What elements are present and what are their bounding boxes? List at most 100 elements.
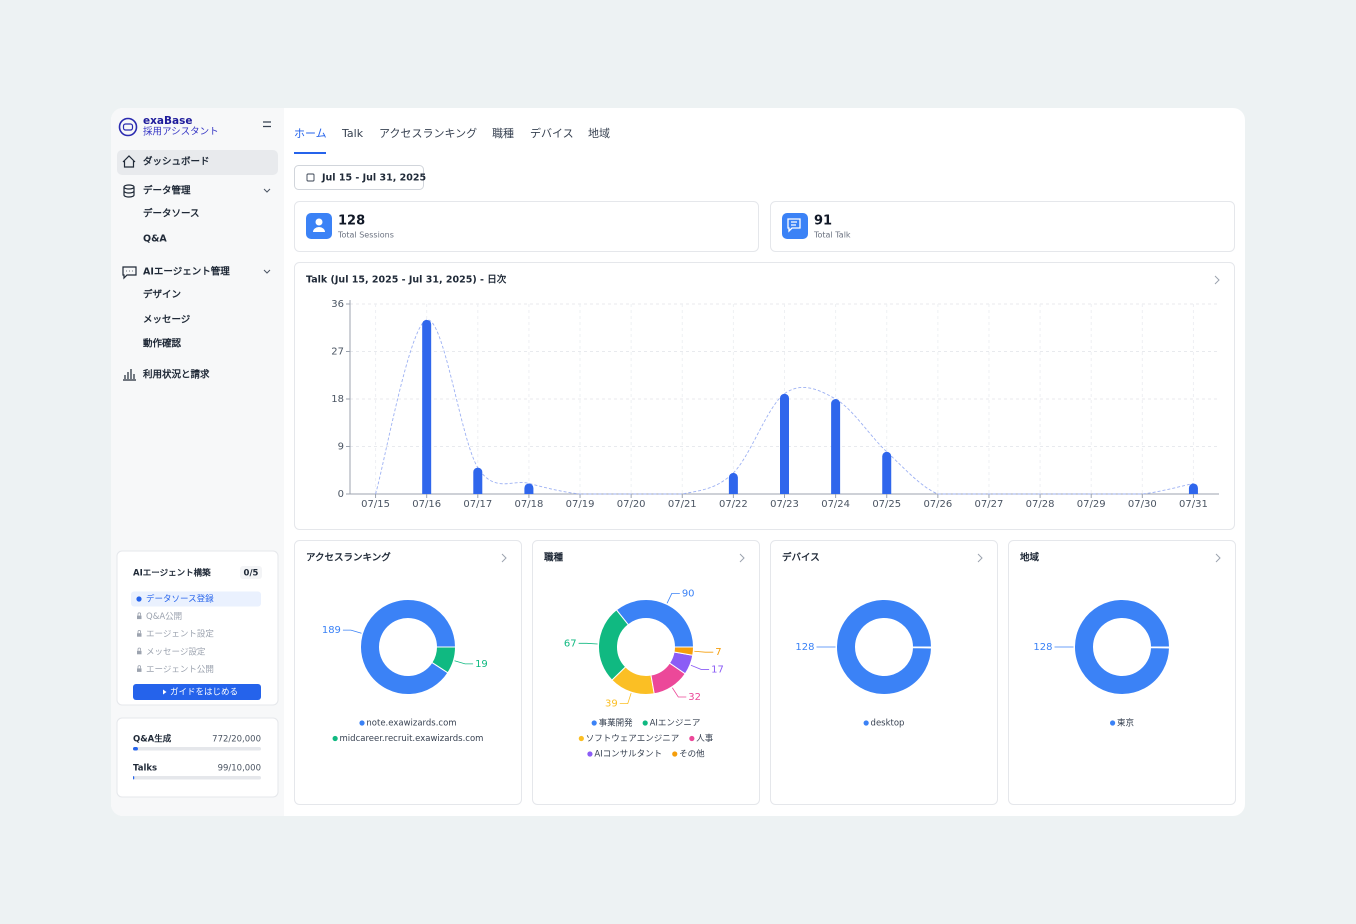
legend-label: AIエンジニア [650, 719, 701, 729]
bar [780, 393, 789, 494]
x-tick-label: 07/22 [719, 499, 748, 510]
y-tick-label: 0 [338, 489, 344, 500]
tab[interactable]: Talk [341, 127, 364, 140]
nav-item[interactable]: ダッシュボード [143, 156, 210, 168]
guide-step-active-bg [131, 591, 261, 607]
usage-track [133, 747, 261, 751]
legend-swatch [642, 720, 648, 726]
guide-progress: 0/5 [244, 569, 259, 579]
y-tick-label: 27 [331, 347, 344, 358]
tab[interactable]: 職種 [492, 126, 514, 140]
stat-value: 91 [814, 214, 832, 229]
tab-underline [294, 152, 326, 154]
nav-subitem[interactable]: デザイン [143, 289, 181, 301]
x-tick-label: 07/21 [668, 499, 697, 510]
legend-label: 事業開発 [599, 718, 634, 729]
nav-subitem[interactable]: データソース [143, 208, 200, 220]
y-tick-label: 36 [331, 299, 344, 310]
guide-title: AIエージェント構築 [133, 568, 211, 579]
data-label: 7 [715, 647, 721, 658]
nav-item[interactable]: データ管理 [143, 185, 191, 197]
guide-button[interactable] [133, 684, 261, 700]
donut-segment [673, 646, 695, 656]
tab[interactable]: ホーム [294, 127, 327, 140]
nav-expand[interactable] [263, 269, 271, 274]
chart-title: デバイス [782, 552, 820, 564]
stat-icon-glyph [313, 227, 325, 232]
nav-subitem[interactable]: 動作確認 [143, 338, 182, 350]
chevron [1215, 553, 1221, 563]
x-tick-label: 07/18 [514, 499, 543, 510]
product-name: 採用アシスタント [143, 126, 219, 138]
chart-panel [1008, 540, 1236, 805]
x-tick-label: 07/15 [361, 499, 390, 510]
nav-subitem[interactable]: Q&A [143, 234, 167, 245]
bar [728, 472, 738, 494]
lock-icon [137, 630, 141, 634]
x-tick-label: 07/19 [566, 499, 595, 510]
lock-icon [137, 647, 141, 651]
nav-item[interactable]: 利用状況と請求 [142, 369, 210, 381]
stat-icon [306, 213, 332, 239]
guide-step: エージェント公開 [146, 665, 214, 675]
chevron [1214, 275, 1220, 285]
chevron [739, 553, 745, 563]
guide-button-label[interactable]: ガイドをはじめる [170, 687, 238, 698]
stat-label: Total Sessions [337, 231, 394, 240]
legend-swatch [332, 735, 338, 742]
tab[interactable]: デバイス [530, 126, 574, 140]
stat-value: 128 [338, 214, 365, 229]
calendar-icon [306, 173, 315, 182]
guide-step: メッセージ設定 [146, 647, 206, 657]
lock-icon [137, 612, 141, 616]
lock-icon [137, 633, 142, 637]
usage-label: Talks [133, 764, 157, 774]
x-tick-label: 07/23 [770, 499, 799, 510]
lock-icon [137, 665, 141, 669]
legend-swatch [578, 735, 584, 742]
guide-step[interactable]: データソース登録 [146, 594, 214, 605]
nav-item[interactable]: AIエージェント管理 [143, 266, 230, 278]
tab[interactable]: アクセスランキング [379, 126, 477, 140]
stat-icon-glyph [315, 218, 323, 226]
tab[interactable]: 地域 [588, 127, 610, 140]
bar [1188, 483, 1198, 494]
chart-title: 職種 [544, 552, 564, 564]
data-label: 90 [682, 588, 695, 599]
y-tick-label: 9 [338, 442, 344, 453]
stat-icon [782, 213, 808, 239]
x-tick-label: 07/27 [975, 499, 1004, 510]
x-tick-label: 07/24 [821, 499, 850, 510]
chevron [501, 553, 507, 563]
donut-segment [836, 598, 933, 695]
logo-icon [118, 117, 138, 137]
lock-icon [137, 668, 142, 672]
date-picker[interactable] [294, 165, 424, 190]
chart-panel [294, 262, 1235, 530]
data-label: 128 [795, 642, 814, 653]
guide-badge [240, 566, 262, 579]
data-label: 17 [711, 664, 724, 675]
menu-toggle[interactable] [263, 121, 271, 128]
nav-subitem[interactable]: メッセージ [143, 315, 191, 326]
nav-expand[interactable] [263, 188, 271, 193]
legend-label: その他 [679, 749, 705, 760]
bar [473, 467, 483, 494]
x-tick-label: 07/28 [1026, 499, 1055, 510]
usage-panel [116, 717, 279, 798]
y-tick-label: 18 [331, 394, 344, 405]
usage-label: Q&A生成 [133, 734, 172, 745]
lock-icon [137, 650, 142, 655]
nav-icon [122, 155, 136, 168]
donut-segment [431, 646, 457, 674]
date-range[interactable]: Jul 15 - Jul 31, 2025 [321, 173, 426, 184]
data-label: 128 [1033, 642, 1052, 653]
donut-segment [1074, 598, 1171, 695]
data-label: 39 [605, 699, 618, 710]
data-label: 67 [564, 638, 577, 649]
label-leader [666, 592, 680, 604]
play-icon [163, 689, 167, 695]
x-tick-label: 07/20 [617, 499, 646, 510]
x-tick-label: 07/17 [463, 499, 492, 510]
